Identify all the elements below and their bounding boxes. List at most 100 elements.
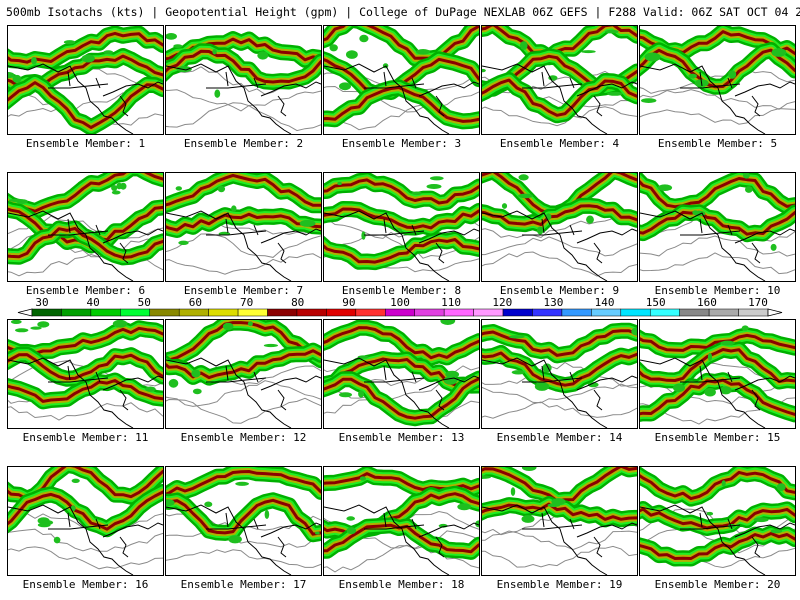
map-svg	[640, 467, 795, 575]
ensemble-member-map	[481, 466, 638, 576]
colorbar-swatch	[385, 308, 415, 317]
ensemble-member-map	[481, 172, 638, 282]
colorbar-swatch	[620, 308, 651, 317]
ensemble-member-map	[639, 172, 796, 282]
map-svg	[8, 26, 163, 134]
ensemble-member-map	[7, 466, 164, 576]
ensemble-member-label: Ensemble Member: 5	[657, 137, 778, 150]
ensemble-member-label: Ensemble Member: 1	[25, 137, 146, 150]
colorbar-swatch	[414, 308, 445, 317]
ensemble-member-map	[639, 25, 796, 135]
colorbar-tick-label: 130	[543, 297, 563, 309]
ensemble-member-map	[481, 319, 638, 429]
map-svg	[166, 467, 321, 575]
colorbar-tick-label: 140	[595, 297, 615, 309]
colorbar-tick-label: 100	[390, 297, 410, 309]
map-svg	[166, 173, 321, 281]
colorbar-swatch	[326, 308, 357, 317]
ensemble-member-label: Ensemble Member: 19	[496, 578, 623, 591]
ensemble-member-map	[481, 25, 638, 135]
ensemble-member-label: Ensemble Member: 20	[654, 578, 781, 591]
colorbar-tick-label: 110	[441, 297, 461, 309]
colorbar-tick-label: 30	[35, 297, 48, 309]
colorbar-tick-label: 120	[492, 297, 512, 309]
colorbar-swatch	[679, 308, 710, 317]
map-svg	[166, 320, 321, 428]
ensemble-member-label: Ensemble Member: 11	[22, 431, 149, 444]
map-svg	[324, 320, 479, 428]
colorbar-swatch	[120, 308, 151, 317]
colorbar-swatch	[502, 308, 533, 317]
colorbar-swatch	[473, 308, 504, 317]
ensemble-member-map	[639, 319, 796, 429]
colorbar-swatch	[738, 308, 769, 317]
colorbar-tick-label: 160	[697, 297, 717, 309]
ensemble-member-label: Ensemble Member: 18	[338, 578, 465, 591]
colorbar-tick-label: 80	[291, 297, 304, 309]
ensemble-member-map	[323, 466, 480, 576]
colorbar-right-arrow	[767, 308, 783, 317]
map-svg	[8, 467, 163, 575]
ensemble-member-map	[165, 172, 322, 282]
ensemble-member-map	[323, 319, 480, 429]
ensemble-member-map	[7, 319, 164, 429]
colorbar-swatch	[649, 308, 680, 317]
colorbar-swatch	[591, 308, 622, 317]
colorbar-swatch	[708, 308, 739, 317]
map-svg	[482, 26, 637, 134]
ensemble-member-label: Ensemble Member: 7	[183, 284, 304, 297]
ensemble-member-map	[7, 25, 164, 135]
ensemble-member-label: Ensemble Member: 12	[180, 431, 307, 444]
colorbar-swatch	[355, 308, 386, 317]
colorbar-swatch	[149, 308, 180, 317]
map-svg	[8, 173, 163, 281]
ensemble-member-label: Ensemble Member: 6	[25, 284, 146, 297]
ensemble-member-label: Ensemble Member: 10	[654, 284, 781, 297]
ensemble-member-map	[165, 319, 322, 429]
map-svg	[640, 325, 795, 428]
colorbar-swatch	[443, 308, 474, 317]
map-svg	[482, 322, 637, 428]
colorbar-tick-label: 40	[86, 297, 99, 309]
ensemble-member-label: Ensemble Member: 16	[22, 578, 149, 591]
ensemble-member-label: Ensemble Member: 14	[496, 431, 623, 444]
ensemble-member-label: Ensemble Member: 4	[499, 137, 620, 150]
colorbar-swatch	[296, 308, 327, 317]
map-svg	[324, 26, 479, 134]
colorbar-swatch	[90, 308, 121, 317]
map-svg	[482, 173, 637, 281]
ensemble-member-label: Ensemble Member: 9	[499, 284, 620, 297]
ensemble-member-label: Ensemble Member: 13	[338, 431, 465, 444]
colorbar-tick-label: 70	[240, 297, 253, 309]
colorbar-swatch	[61, 308, 92, 317]
map-svg	[640, 26, 795, 134]
map-svg	[482, 467, 637, 575]
map-svg	[8, 320, 163, 428]
colorbar-swatch	[237, 308, 268, 317]
ensemble-member-label: Ensemble Member: 15	[654, 431, 781, 444]
ensemble-member-map	[323, 25, 480, 135]
map-svg	[640, 173, 795, 281]
ensemble-member-label: Ensemble Member: 8	[341, 284, 462, 297]
ensemble-member-map	[323, 172, 480, 282]
ensemble-member-map	[639, 466, 796, 576]
colorbar-tick-label: 170	[748, 297, 768, 309]
isotach-colorbar: 30 40 50 60 70 80 90 100 110 120 130 140 150 160 170	[10, 297, 790, 319]
map-svg	[324, 173, 479, 281]
map-svg	[166, 31, 321, 134]
colorbar-swatch	[208, 308, 239, 317]
colorbar-tick-label: 90	[342, 297, 355, 309]
ensemble-member-map	[165, 25, 322, 135]
colorbar-swatch	[31, 308, 62, 317]
ensemble-member-label: Ensemble Member: 2	[183, 137, 304, 150]
colorbar-svg: 30 40 50 60 70 80 90 100 110 120 130 140 150 160 170	[17, 297, 783, 317]
ensemble-member-label: Ensemble Member: 3	[341, 137, 462, 150]
ensemble-member-map	[7, 172, 164, 282]
colorbar-swatch	[532, 308, 563, 317]
page-title: 500mb Isotachs (kts) | Geopotential Heig…	[6, 5, 800, 19]
ensemble-member-label: Ensemble Member: 17	[180, 578, 307, 591]
colorbar-swatch	[178, 308, 209, 317]
colorbar-tick-label: 50	[138, 297, 151, 309]
map-svg	[324, 467, 479, 575]
colorbar-swatch	[561, 308, 592, 317]
